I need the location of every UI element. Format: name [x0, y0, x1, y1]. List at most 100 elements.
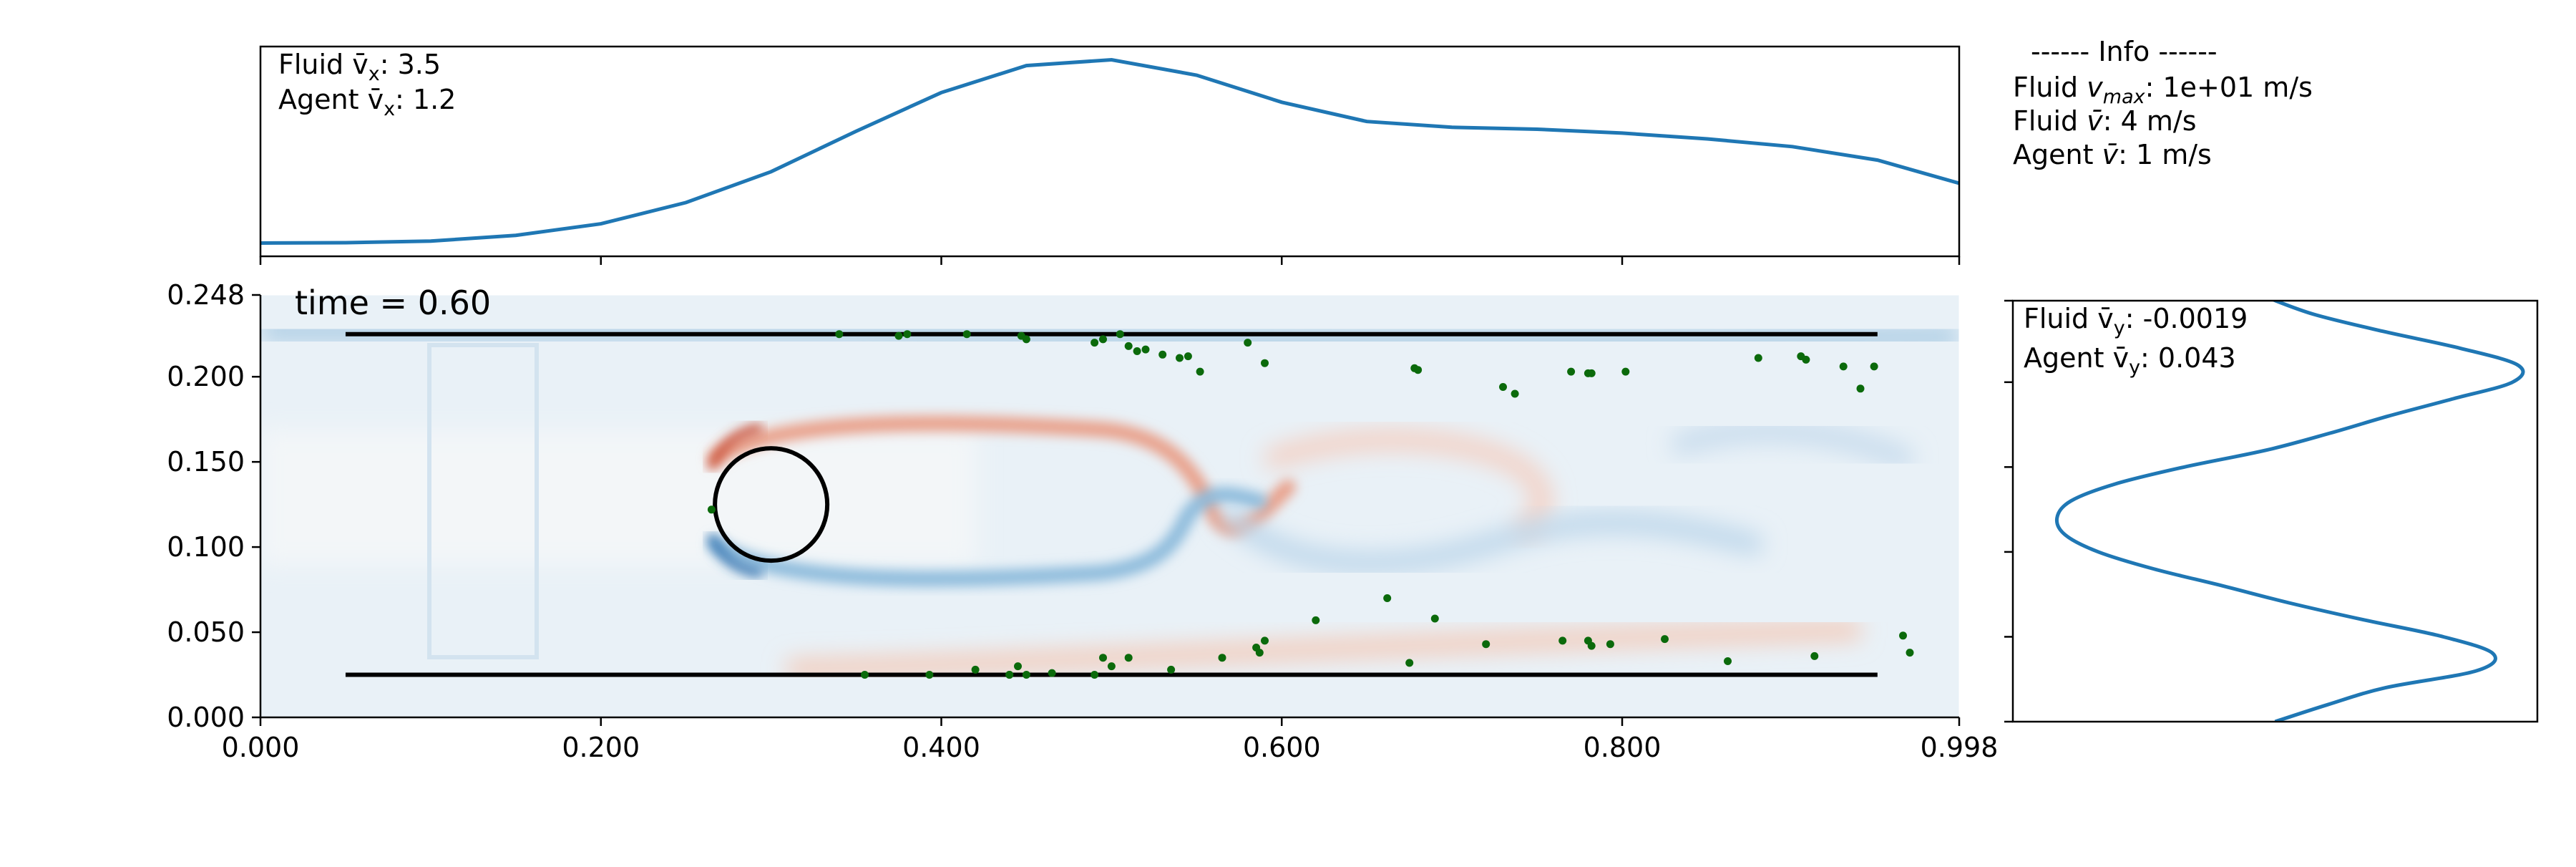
- agent-point: [925, 671, 934, 679]
- bottom-wall-boundary-layer: [786, 621, 1861, 679]
- shed-vortex-red: [1264, 430, 1551, 539]
- top-profile-curve: [260, 57, 1959, 245]
- agent-point: [707, 505, 716, 514]
- agent-point: [1124, 342, 1133, 350]
- agent-markers: [707, 330, 1914, 679]
- right-agent-vy-label: Agent v̄y: 0.043: [2024, 342, 2236, 379]
- agent-point: [1661, 635, 1669, 644]
- right-fluid-vy-label: Fluid v̄y: -0.0019: [2024, 303, 2248, 339]
- agent-point: [1899, 631, 1907, 640]
- agent-point: [1184, 352, 1192, 361]
- top-agent-vx-label: Agent v̄x: 1.2: [278, 84, 456, 120]
- right-profile-curve: [2054, 301, 2525, 722]
- agent-point: [1124, 654, 1133, 662]
- far-wake-blue: [1671, 420, 1914, 469]
- y-tick-label: 0.248: [167, 279, 245, 311]
- agent-point: [894, 331, 903, 340]
- agent-point: [1099, 654, 1107, 662]
- info-fluid-vmax: Fluid vmax: 1e+01 m/s: [2013, 72, 2313, 108]
- agent-point: [1414, 366, 1423, 374]
- agent-point: [1856, 384, 1865, 393]
- agent-point: [1567, 367, 1576, 376]
- agent-point: [1839, 362, 1848, 371]
- field-y-axis: 0.000 0.050 0.100 0.150 0.200 0.248: [167, 279, 262, 733]
- y-tick-label: 0.200: [167, 361, 245, 392]
- agent-point: [1218, 654, 1226, 662]
- agent-point: [1621, 367, 1630, 376]
- agent-point: [1587, 369, 1596, 377]
- agent-point: [1870, 362, 1878, 371]
- cylinder-obstacle: [713, 446, 830, 563]
- agent-point: [1133, 347, 1141, 355]
- upper-shear-core: [708, 424, 763, 470]
- info-agent-vbar: Agent v̄: 1 m/s: [2013, 139, 2212, 170]
- field-x-axis: 0.000 0.200 0.400 0.600 0.800 0.998: [222, 716, 1999, 763]
- agent-point: [1005, 671, 1014, 679]
- agent-point: [1167, 665, 1176, 674]
- shed-vortex-blue: [1221, 505, 1763, 573]
- x-tick-label: 0.600: [1243, 732, 1321, 763]
- agent-point: [1196, 367, 1204, 376]
- agent-point: [1606, 640, 1614, 649]
- agent-point: [903, 330, 912, 339]
- top-profile-panel: Fluid v̄x: 3.5 Agent v̄x: 1.2: [259, 45, 1961, 265]
- flow-field-panel: 0.000 0.200 0.400 0.600 0.800 0.998 0.000 0.05…: [167, 279, 1998, 763]
- agent-point: [1482, 640, 1491, 649]
- y-tick-label: 0.000: [167, 702, 245, 733]
- agent-point: [1022, 335, 1030, 344]
- agent-point: [861, 671, 869, 679]
- agent-point: [1312, 616, 1320, 624]
- agent-point: [1158, 350, 1167, 359]
- info-block: ------ Info ------ Fluid vmax: 1e+01 m/s…: [2013, 36, 2313, 170]
- time-label: time = 0.60: [295, 284, 491, 322]
- agent-point: [835, 330, 844, 339]
- agent-point: [1754, 354, 1762, 362]
- agent-point: [1430, 614, 1439, 623]
- agent-point: [1116, 330, 1124, 339]
- info-header: ------ Info ------: [2031, 36, 2218, 67]
- info-fluid-vbar: Fluid v̄: 4 m/s: [2013, 105, 2197, 137]
- x-tick-label: 0.998: [1921, 732, 1999, 763]
- agent-point: [971, 665, 980, 674]
- vorticity-heatmap: [260, 295, 1959, 717]
- x-tick-label: 0.200: [562, 732, 640, 763]
- x-tick-label: 0.400: [902, 732, 980, 763]
- x-tick-label: 0.800: [1584, 732, 1662, 763]
- agent-point: [1499, 383, 1507, 391]
- agent-point: [1511, 389, 1519, 398]
- agent-point: [1405, 659, 1414, 667]
- agent-point: [1383, 594, 1392, 602]
- right-yticks: [2004, 299, 2013, 723]
- lower-shear-core: [708, 534, 763, 577]
- agent-point: [1141, 345, 1150, 354]
- agent-point: [1022, 671, 1030, 679]
- right-profile-panel: Fluid v̄y: -0.0019 Agent v̄y: 0.043: [2004, 299, 2539, 723]
- agent-point: [1802, 355, 1810, 364]
- agent-point: [1048, 669, 1056, 677]
- agent-point: [1558, 636, 1567, 645]
- field-light-region: [260, 430, 976, 566]
- channel-walls: [345, 331, 1878, 677]
- agent-point: [1587, 641, 1596, 650]
- agent-point: [1176, 354, 1184, 362]
- top-xticks: [259, 256, 1961, 265]
- agent-point: [1810, 652, 1819, 660]
- lower-shear-layer: [708, 487, 1267, 587]
- agent-point: [1906, 649, 1914, 657]
- agent-point: [1244, 339, 1252, 347]
- top-fluid-vx-label: Fluid v̄x: 3.5: [278, 49, 441, 85]
- agent-point: [1099, 335, 1107, 344]
- y-tick-label: 0.050: [167, 616, 245, 648]
- x-tick-label: 0.000: [222, 732, 300, 763]
- agent-point: [1724, 657, 1732, 665]
- agent-point: [962, 330, 971, 339]
- y-tick-label: 0.150: [167, 446, 245, 478]
- agent-point: [1091, 339, 1099, 347]
- agent-point: [1261, 359, 1269, 367]
- inlet-outline-trace: [427, 343, 539, 659]
- agent-point: [1091, 671, 1099, 679]
- top-panel-frame: [259, 45, 1961, 258]
- agent-point: [1261, 636, 1269, 645]
- agent-point: [1107, 662, 1116, 671]
